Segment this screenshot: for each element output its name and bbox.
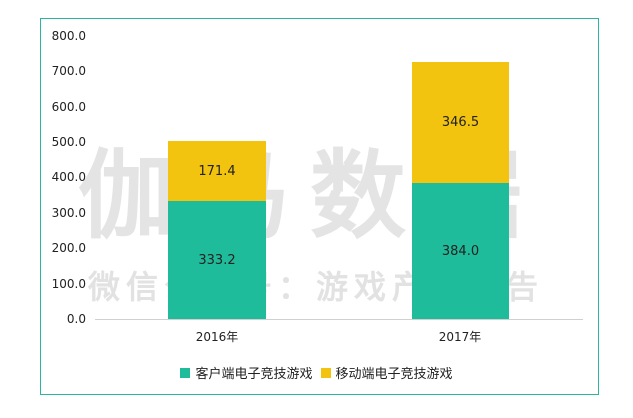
bar-2017-client-value: 384.0: [441, 243, 480, 259]
bar-2016-client: 333.2: [168, 201, 266, 319]
y-tick-800: 800.0: [51, 29, 86, 43]
legend-item-client: 客户端电子竞技游戏: [180, 363, 313, 382]
bar-2016-mobile-value: 171.4: [198, 163, 236, 179]
bar-2017-mobile-value: 346.5: [441, 115, 480, 130]
y-tick-100: 100.0: [51, 277, 86, 291]
legend-label-client: 客户端电子竞技游戏: [195, 367, 313, 382]
bar-2017-mobile: 346.5: [412, 62, 509, 183]
legend-swatch-client: [180, 367, 191, 378]
x-axis-line: [95, 319, 583, 320]
y-tick-700: 700.0: [51, 64, 86, 78]
y-tick-300: 300.0: [51, 206, 86, 220]
y-tick-400: 400.0: [51, 170, 86, 184]
bar-2016-mobile: 171.4: [168, 141, 266, 201]
legend-item-mobile: 移动端电子竞技游戏: [317, 363, 453, 382]
legend: 客户端电子竞技游戏 移动端电子竞技游戏: [0, 363, 633, 382]
bar-2016-client-value: 333.2: [198, 252, 236, 268]
y-tick-0: 0.0: [66, 312, 86, 326]
x-label-2016: 2016年: [195, 330, 239, 344]
y-tick-200: 200.0: [51, 241, 86, 255]
legend-swatch-mobile: [320, 367, 331, 378]
y-tick-600: 600.0: [51, 100, 86, 114]
x-label-2017: 2017年: [438, 330, 482, 344]
bar-2017-client: 384.0: [412, 183, 509, 319]
legend-label-mobile: 移动端电子竞技游戏: [335, 367, 453, 382]
y-tick-500: 500.0: [51, 135, 86, 149]
chart-frame: [40, 18, 599, 395]
